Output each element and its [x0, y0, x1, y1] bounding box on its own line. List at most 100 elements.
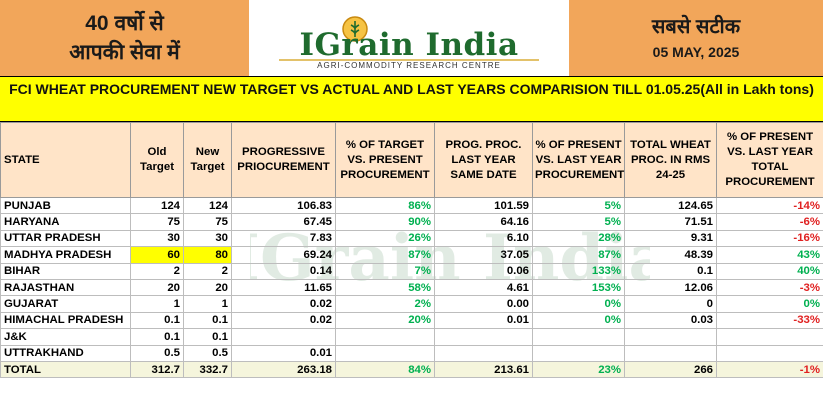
pct-total-cell [716, 328, 823, 346]
state-cell: J&K [0, 328, 131, 346]
pct-target-cell: 20% [335, 311, 435, 330]
header-right-panel: सबसे सटीक 05 MAY, 2025 [569, 0, 823, 76]
progressive-cell: 67.45 [231, 213, 336, 231]
progressive-cell: 7.83 [231, 229, 336, 248]
procurement-table: STATE Old Target New Target PROGRESSIVE … [0, 122, 823, 379]
table-row: UTTAR PRADESH 30 30 7.83 26% 6.10 28% 9.… [0, 229, 823, 248]
report-date: 05 MAY, 2025 [652, 44, 740, 60]
pct-last-year-cell: 133% [532, 262, 625, 280]
pct-target-cell: 84% [335, 360, 435, 379]
old-target-cell: 30 [130, 229, 184, 248]
column-header: % OF PRESENT VS. LAST YEAR PROCUREMENT [532, 122, 625, 198]
report-title: FCI WHEAT PROCUREMENT NEW TARGET VS ACTU… [0, 76, 823, 122]
old-target-cell: 1 [130, 295, 184, 313]
total-rms-cell: 124.65 [624, 196, 717, 215]
wheat-logo-icon [342, 16, 368, 42]
progressive-cell: 106.83 [231, 196, 336, 215]
new-target-cell: 2 [183, 262, 232, 280]
column-header: New Target [183, 122, 232, 198]
new-target-cell: 0.1 [183, 311, 232, 330]
pct-target-cell: 86% [335, 196, 435, 215]
last-year-cell: 64.16 [434, 213, 533, 231]
state-cell: PUNJAB [0, 196, 131, 215]
old-target-cell: 312.7 [130, 360, 184, 379]
total-rms-cell: 0.1 [624, 262, 717, 280]
table-row: UTTRAKHAND 0.5 0.5 0.01 [0, 344, 823, 362]
new-target-cell: 0.1 [183, 328, 232, 346]
state-cell: RAJASTHAN [0, 278, 131, 297]
state-cell: MADHYA PRADESH [0, 246, 131, 264]
state-cell: HIMACHAL PRADESH [0, 311, 131, 330]
total-label-cell: TOTAL [0, 360, 131, 379]
accuracy-tagline: सबसे सटीक [651, 16, 741, 38]
progressive-cell [231, 328, 336, 346]
total-rms-cell [624, 328, 717, 346]
pct-total-cell: 43% [716, 246, 823, 264]
pct-total-cell: -16% [716, 229, 823, 248]
column-header: % OF TARGET VS. PRESENT PROCUREMENT [335, 122, 435, 198]
new-target-cell: 0.5 [183, 344, 232, 362]
pct-target-cell: 7% [335, 262, 435, 280]
progressive-cell: 0.01 [231, 344, 336, 362]
pct-total-cell: -1% [716, 360, 823, 379]
total-rms-cell: 0.03 [624, 311, 717, 330]
table-row: GUJARAT 1 1 0.02 2% 0.00 0% 0 0% [0, 295, 823, 313]
new-target-cell: 332.7 [183, 360, 232, 379]
column-header: TOTAL WHEAT PROC. IN RMS 24-25 [624, 122, 717, 198]
state-cell: UTTRAKHAND [0, 344, 131, 362]
column-header: % OF PRESENT VS. LAST YEAR TOTAL PROCURE… [716, 122, 823, 198]
pct-last-year-cell [532, 328, 625, 346]
table-row: MADHYA PRADESH 60 80 69.24 87% 37.05 87%… [0, 246, 823, 264]
progressive-cell: 69.24 [231, 246, 336, 264]
pct-target-cell: 26% [335, 229, 435, 248]
pct-last-year-cell: 153% [532, 278, 625, 297]
table-row: HIMACHAL PRADESH 0.1 0.1 0.02 20% 0.01 0… [0, 311, 823, 330]
table-header-row: STATE Old Target New Target PROGRESSIVE … [0, 122, 823, 198]
pct-last-year-cell: 0% [532, 311, 625, 330]
last-year-cell: 0.06 [434, 262, 533, 280]
last-year-cell: 37.05 [434, 246, 533, 264]
tagline-line-1: 40 वर्षो से [85, 12, 164, 35]
progressive-cell: 263.18 [231, 360, 336, 379]
pct-target-cell: 58% [335, 278, 435, 297]
last-year-cell [434, 344, 533, 362]
old-target-cell: 0.5 [130, 344, 184, 362]
pct-target-cell [335, 328, 435, 346]
pct-last-year-cell: 5% [532, 213, 625, 231]
last-year-cell: 6.10 [434, 229, 533, 248]
state-cell: HARYANA [0, 213, 131, 231]
pct-total-cell: -6% [716, 213, 823, 231]
last-year-cell: 101.59 [434, 196, 533, 215]
column-header: PROG. PROC. LAST YEAR SAME DATE [434, 122, 533, 198]
last-year-cell: 0.00 [434, 295, 533, 313]
old-target-cell: 20 [130, 278, 184, 297]
state-cell: GUJARAT [0, 295, 131, 313]
progressive-cell: 0.14 [231, 262, 336, 280]
new-target-cell: 75 [183, 213, 232, 231]
pct-target-cell: 2% [335, 295, 435, 313]
last-year-cell: 4.61 [434, 278, 533, 297]
pct-last-year-cell: 23% [532, 360, 625, 379]
table-row: HARYANA 75 75 67.45 90% 64.16 5% 71.51 -… [0, 213, 823, 231]
pct-last-year-cell: 5% [532, 196, 625, 215]
pct-total-cell [716, 344, 823, 362]
total-rms-cell: 12.06 [624, 278, 717, 297]
pct-total-cell: -33% [716, 311, 823, 330]
pct-last-year-cell: 28% [532, 229, 625, 248]
pct-total-cell: 40% [716, 262, 823, 280]
total-row: TOTAL 312.7 332.7 263.18 84% 213.61 23% … [0, 360, 823, 379]
pct-target-cell [335, 344, 435, 362]
progressive-cell: 11.65 [231, 278, 336, 297]
last-year-cell: 213.61 [434, 360, 533, 379]
new-target-cell: 80 [183, 246, 232, 264]
total-rms-cell: 266 [624, 360, 717, 379]
logo-subtitle: AGRI-COMMODITY RESEARCH CENTRE [317, 61, 501, 70]
pct-last-year-cell: 0% [532, 295, 625, 313]
state-cell: UTTAR PRADESH [0, 229, 131, 248]
table-row: J&K 0.1 0.1 [0, 328, 823, 346]
pct-last-year-cell: 87% [532, 246, 625, 264]
total-rms-cell [624, 344, 717, 362]
last-year-cell: 0.01 [434, 311, 533, 330]
table-row: RAJASTHAN 20 20 11.65 58% 4.61 153% 12.0… [0, 278, 823, 297]
pct-last-year-cell [532, 344, 625, 362]
